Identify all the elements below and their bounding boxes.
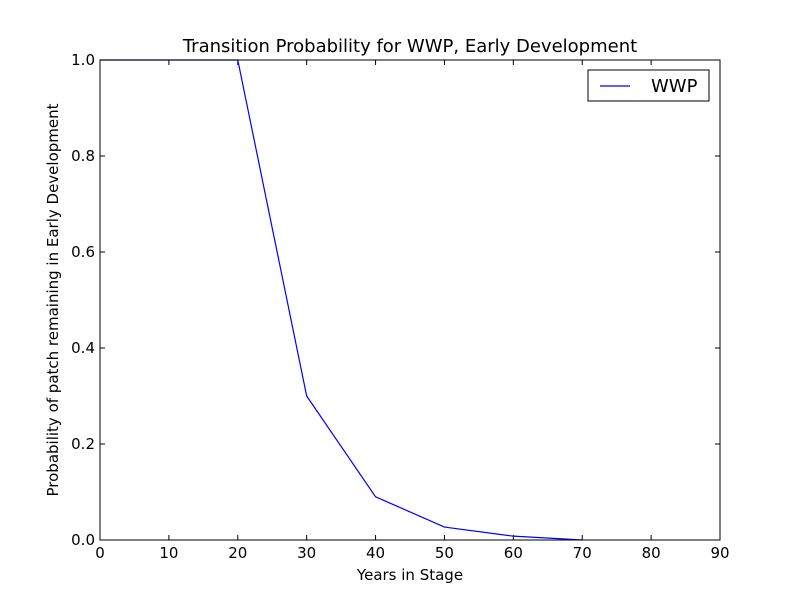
y-tick-labels: 0.0 0.2 0.4 0.6 0.8 1.0 [71, 51, 95, 549]
y-tick-label-2: 0.4 [71, 339, 95, 357]
x-tick-label-1: 10 [159, 544, 178, 562]
chart-title: Transition Probability for WWP, Early De… [182, 36, 637, 57]
y-axis-label: Probability of patch remaining in Early … [44, 103, 62, 496]
legend: WWP [587, 69, 710, 102]
x-tick-label-3: 30 [297, 544, 316, 562]
y-tick-label-5: 1.0 [71, 51, 95, 69]
y-tick-label-1: 0.2 [71, 435, 95, 453]
y-tick-label-0: 0.0 [71, 531, 95, 549]
y-tick-label-3: 0.6 [71, 243, 95, 261]
plot-frame [99, 59, 721, 541]
legend-label-wwp: WWP [651, 76, 698, 97]
x-tick-labels: 0 10 20 30 40 50 60 70 80 90 [95, 544, 729, 562]
x-tick-label-6: 60 [504, 544, 523, 562]
y-tick-label-4: 0.8 [71, 147, 95, 165]
x-tick-label-2: 20 [228, 544, 247, 562]
x-tick-label-5: 50 [435, 544, 454, 562]
x-tick-label-0: 0 [95, 544, 105, 562]
x-tick-label-8: 80 [642, 544, 661, 562]
x-tick-label-7: 70 [573, 544, 592, 562]
x-tick-label-4: 40 [366, 544, 385, 562]
plot-area [100, 60, 720, 540]
x-axis-label: Years in Stage [356, 566, 463, 584]
x-tick-label-9: 90 [710, 544, 729, 562]
